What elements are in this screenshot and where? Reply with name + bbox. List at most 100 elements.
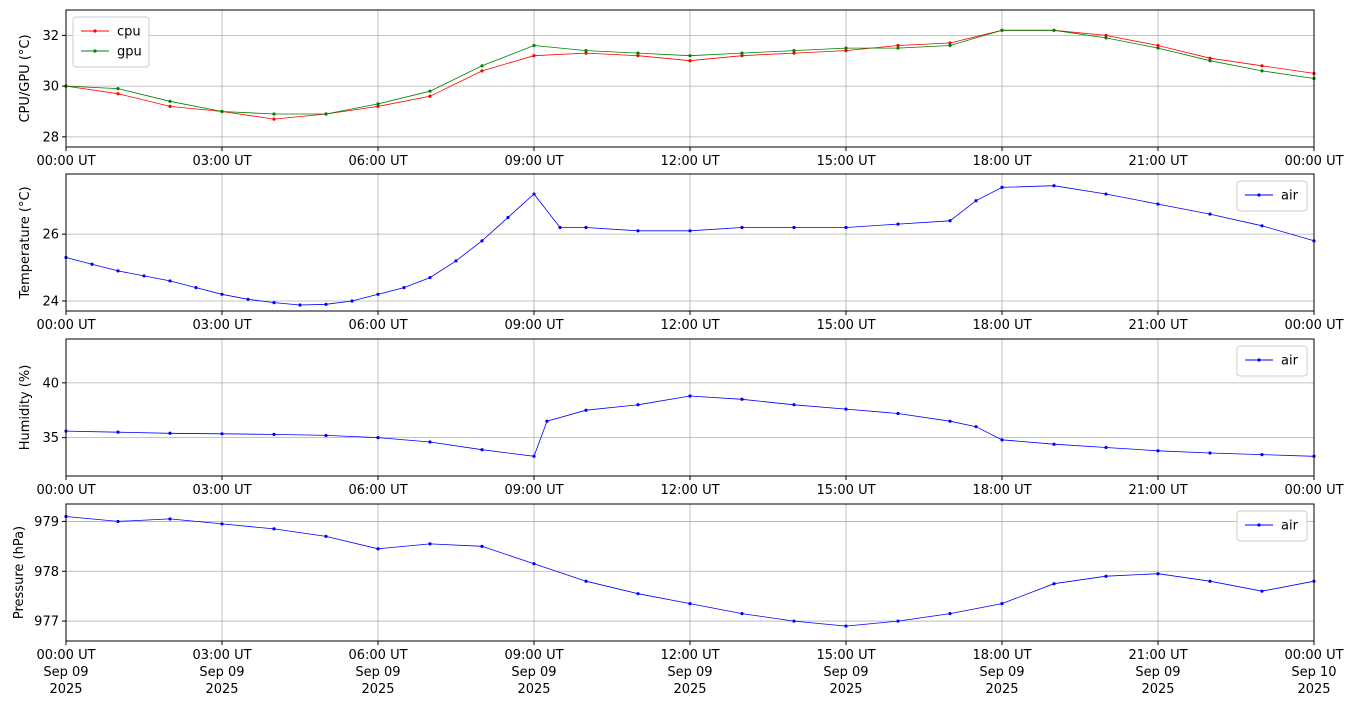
data-point-cpu [272,117,276,121]
x-tick-label: 21:00 UT [1128,154,1187,169]
data-point-air [896,411,900,416]
x-tick-date: Sep 09 [355,665,400,680]
legend-label-air: air [1281,189,1299,204]
data-point-air [246,297,250,301]
legend-marker-air [1257,358,1261,362]
data-point-air [545,419,549,423]
x-tick-label: 21:00 UT [1128,483,1187,498]
data-point-gpu [844,46,848,50]
data-point-cpu [376,104,380,109]
data-point-air [298,303,302,307]
y-tick-label: 977 [34,615,59,630]
legend-box [1236,180,1308,212]
x-tick-label: 12:00 UT [660,318,719,333]
x-tick-label: 09:00 UT [504,648,563,663]
x-tick-label: 00:00 UT [1284,154,1343,169]
data-point-air [844,624,848,628]
data-point-air [480,239,484,243]
data-point-air [272,301,276,305]
legend-label-air: air [1281,519,1299,534]
data-point-air [1052,184,1056,188]
x-tick-label: 03:00 UT [192,483,251,498]
y-tick-label: 978 [34,565,59,580]
data-point-gpu [116,87,120,91]
data-point-air [584,579,588,583]
x-tick-label: 21:00 UT [1128,648,1187,663]
y-axis-label: Temperature (°C) [18,186,33,299]
x-tick-label: 00:00 UT [1284,648,1343,663]
data-point-air [532,454,536,458]
data-point-air [636,229,640,233]
data-point-air [558,225,562,230]
data-point-cpu [844,48,848,53]
y-axis-label: CPU/GPU (°C) [18,34,33,122]
data-point-air [168,517,172,521]
data-point-air [688,229,692,233]
data-point-air [220,292,224,296]
data-point-air [1052,442,1056,446]
data-point-air [1104,445,1108,450]
x-tick-year: 2025 [517,682,550,697]
data-point-air [272,527,276,531]
data-point-air [1260,453,1264,457]
x-tick-label: 18:00 UT [972,318,1031,333]
data-point-air [454,259,458,263]
data-point-air [792,619,796,623]
data-point-air [532,192,536,196]
x-tick-label: 12:00 UT [660,154,719,169]
data-point-gpu [584,48,588,53]
data-point-air [1208,579,1212,583]
data-point-gpu [688,54,692,58]
x-tick-date: Sep 09 [511,665,556,680]
x-tick-date: Sep 09 [199,665,244,680]
legend: air [1236,345,1308,377]
y-tick-label: 26 [42,228,59,243]
data-point-gpu [896,46,900,50]
x-tick-label: 15:00 UT [816,648,875,663]
data-point-air [792,403,796,407]
data-point-air [506,215,510,220]
data-point-air [948,419,952,423]
data-point-gpu [1208,59,1212,63]
data-point-cpu [480,69,484,73]
data-point-air [1104,574,1108,578]
data-point-gpu [428,89,432,93]
x-tick-label: 21:00 UT [1128,318,1187,333]
data-point-air [350,299,354,303]
x-tick-label: 09:00 UT [504,154,563,169]
x-tick-label: 00:00 UT [36,483,95,498]
x-tick-label: 15:00 UT [816,483,875,498]
data-point-air [584,408,588,412]
x-tick-year: 2025 [829,682,862,697]
data-point-air [402,286,406,290]
legend-label-gpu: gpu [117,45,142,60]
x-tick-date: Sep 09 [979,665,1024,680]
x-tick-date: Sep 09 [667,665,712,680]
legend-marker-cpu [93,29,97,33]
x-tick-label: 06:00 UT [348,154,407,169]
legend: air [1236,180,1308,212]
data-point-air [116,519,120,524]
data-point-gpu [1052,28,1056,32]
x-tick-year: 2025 [673,682,706,697]
x-tick-label: 15:00 UT [816,318,875,333]
x-tick-year: 2025 [205,682,238,697]
data-point-air [90,262,94,266]
data-point-air [1052,582,1056,586]
x-tick-label: 15:00 UT [816,154,875,169]
data-point-air [636,403,640,407]
data-point-cpu [584,51,588,55]
legend-label-air: air [1281,354,1299,369]
data-point-air [116,269,120,273]
data-point-gpu [272,112,276,116]
data-point-air [1208,212,1212,216]
x-tick-label: 06:00 UT [348,318,407,333]
y-tick-label: 40 [42,376,59,391]
data-point-cpu [740,54,744,58]
data-point-air [168,431,172,435]
y-tick-label: 30 [42,80,59,95]
x-tick-year: 2025 [49,682,82,697]
data-point-air [792,225,796,230]
data-point-air [1260,224,1264,228]
data-point-cpu [532,54,536,58]
